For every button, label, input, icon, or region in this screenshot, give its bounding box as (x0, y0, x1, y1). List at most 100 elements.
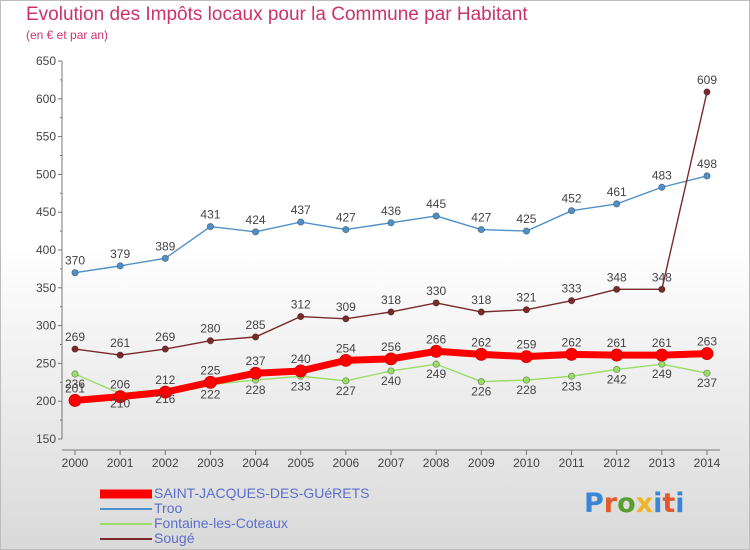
data-label: 431 (200, 208, 220, 222)
data-point (703, 369, 711, 377)
legend-label: Fontaine-les-Coteaux (154, 515, 288, 531)
y-tick-label: 150 (36, 432, 56, 446)
y-tick-label: 650 (36, 54, 56, 68)
data-point (158, 385, 172, 399)
data-point (613, 365, 621, 374)
data-label: 236 (65, 377, 85, 391)
data-point (477, 225, 485, 234)
data-point (206, 222, 215, 231)
y-tick-label: 300 (36, 319, 56, 333)
data-point (522, 376, 531, 384)
data-point (339, 353, 353, 367)
data-label: 280 (200, 322, 220, 336)
data-point (432, 299, 440, 307)
data-point (384, 352, 398, 366)
data-point (522, 227, 531, 235)
x-tick-label: 2007 (378, 456, 405, 470)
logo-letter: x (635, 488, 654, 519)
data-point (613, 285, 621, 293)
data-label: 425 (516, 212, 536, 226)
data-label: 312 (291, 298, 311, 312)
x-tick-label: 2014 (694, 456, 721, 470)
data-point (161, 254, 169, 262)
data-label: 249 (652, 367, 672, 381)
data-label: 240 (291, 352, 311, 366)
data-label: 452 (562, 192, 582, 206)
x-tick-label: 2002 (152, 456, 179, 470)
data-label: 609 (697, 73, 717, 87)
data-label: 242 (607, 372, 627, 386)
y-tick-label: 600 (36, 92, 56, 106)
x-tick-label: 2011 (559, 456, 585, 470)
data-point (71, 345, 79, 353)
data-label: 226 (471, 385, 491, 399)
legend-swatch (100, 489, 152, 498)
legend-swatch (100, 522, 152, 525)
data-label: 237 (246, 354, 266, 368)
x-tick-label: 2010 (513, 456, 540, 470)
data-label: 262 (471, 335, 491, 349)
data-label: 216 (155, 392, 175, 406)
data-point (658, 285, 666, 293)
data-point (522, 306, 531, 314)
data-point (432, 360, 440, 368)
data-label: 424 (246, 213, 266, 227)
data-point (251, 228, 260, 236)
data-label: 225 (200, 363, 220, 377)
y-tick-label: 250 (36, 356, 56, 370)
data-label: 427 (336, 211, 356, 225)
y-tick-label: 450 (36, 205, 56, 219)
data-point (71, 370, 79, 378)
data-label: 461 (607, 185, 627, 199)
data-point (700, 347, 714, 360)
x-tick-label: 2000 (62, 456, 89, 470)
data-point (520, 350, 533, 363)
data-point (703, 172, 711, 180)
data-label: 228 (516, 383, 536, 397)
x-tick-label: 2005 (287, 456, 314, 470)
data-label: 348 (652, 270, 672, 284)
data-label: 212 (155, 373, 175, 387)
data-label: 285 (246, 318, 266, 332)
data-label: 269 (155, 330, 175, 344)
legend-label: Sougé (154, 530, 195, 546)
y-tick-label: 500 (36, 167, 56, 181)
logo-letter: i (675, 488, 685, 519)
logo-letter: i (653, 488, 663, 519)
data-label: 256 (381, 340, 401, 354)
data-point (567, 372, 576, 380)
y-tick-label: 350 (36, 281, 56, 295)
data-point (71, 269, 79, 277)
x-tick-label: 2003 (197, 456, 224, 470)
data-point (387, 219, 395, 227)
x-tick-label: 2008 (423, 456, 450, 470)
data-point (113, 390, 127, 404)
proxiti-logo: Proxiti (584, 488, 685, 519)
logo-letter: r (603, 488, 618, 519)
logo-letter: t (662, 488, 676, 519)
chart-title: Evolution des Impôts locaux pour la Comm… (26, 4, 528, 25)
logo-letter: P (584, 488, 604, 519)
x-tick-label: 2006 (333, 456, 360, 470)
data-label: 318 (381, 293, 401, 307)
data-label: 233 (291, 379, 311, 393)
data-point (161, 345, 169, 353)
data-point (116, 262, 124, 270)
data-label: 227 (336, 384, 356, 398)
data-label: 269 (65, 330, 85, 344)
data-label: 261 (607, 336, 627, 350)
data-label: 210 (110, 397, 130, 411)
x-tick-label: 2009 (468, 456, 495, 470)
data-label: 333 (562, 282, 582, 296)
x-tick-label: 2012 (603, 456, 630, 470)
data-label: 389 (155, 239, 175, 253)
data-label: 379 (110, 247, 130, 261)
data-label: 427 (471, 211, 491, 225)
chart-subtitle: (en € et par an) (26, 28, 109, 42)
legend-label: Troo (154, 500, 183, 516)
data-point (658, 183, 666, 191)
data-point (655, 348, 669, 362)
data-point (342, 225, 350, 234)
